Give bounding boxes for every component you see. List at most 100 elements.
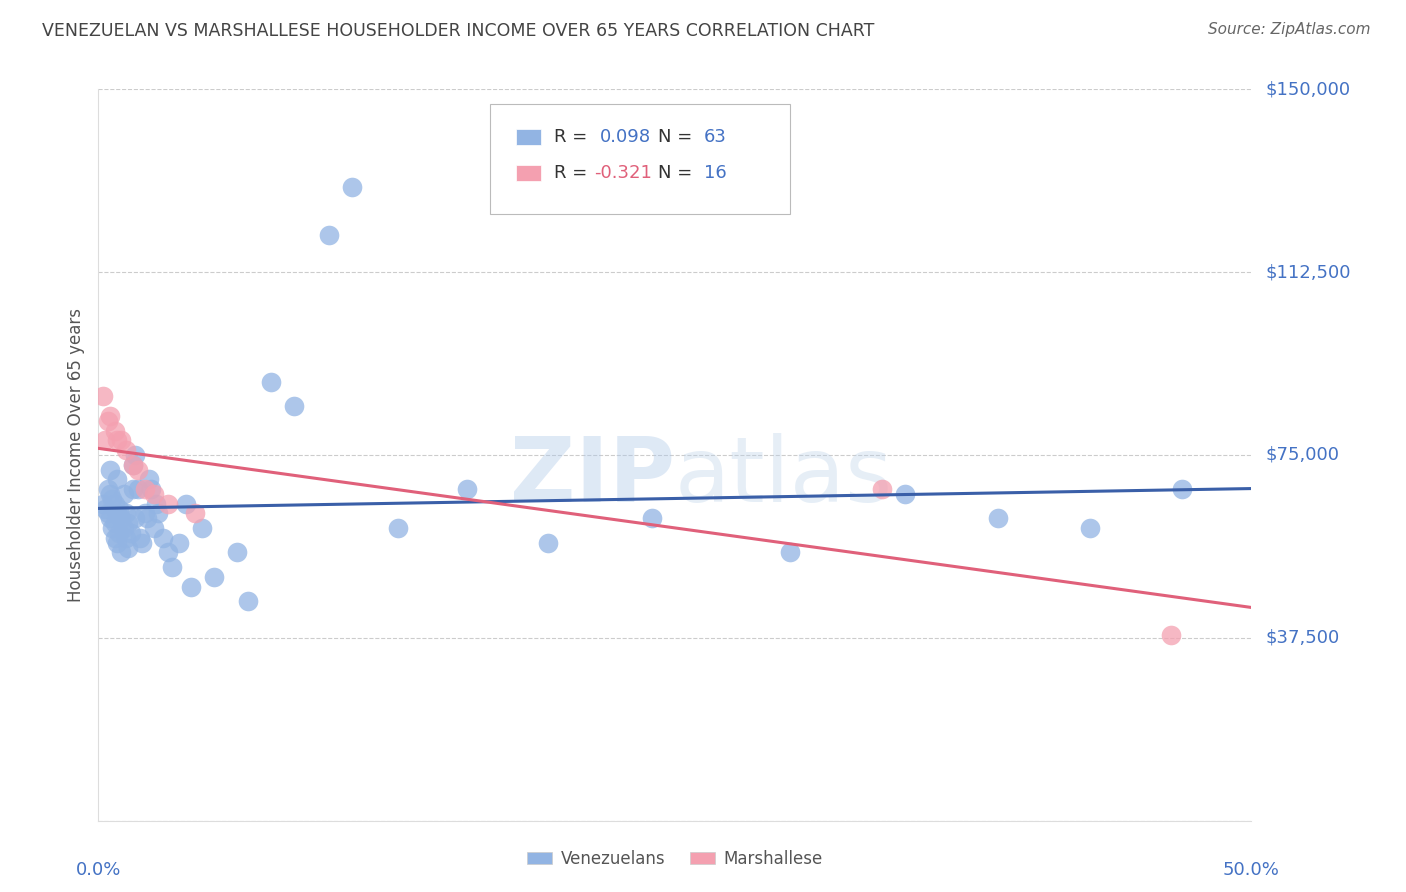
Point [103, 424, 125, 438]
Point [98, 462, 121, 476]
Point [108, 525, 131, 540]
Point [103, 516, 125, 531]
Point [122, 458, 145, 472]
Point [91, 497, 114, 511]
Point [202, 570, 225, 584]
Point [987, 511, 1010, 525]
Text: $37,500: $37,500 [1265, 629, 1340, 647]
Point [167, 535, 190, 549]
Y-axis label: Householder Income Over 65 years: Householder Income Over 65 years [67, 308, 86, 602]
Point [641, 511, 664, 525]
Point [318, 228, 340, 243]
Text: $75,000: $75,000 [1265, 446, 1340, 464]
Text: VENEZUELAN VS MARSHALLESE HOUSEHOLDER INCOME OVER 65 YEARS CORRELATION CHART: VENEZUELAN VS MARSHALLESE HOUSEHOLDER IN… [42, 22, 875, 40]
Point [1078, 521, 1101, 535]
Point [141, 482, 163, 496]
Text: N =: N = [658, 128, 697, 145]
Point [98, 511, 121, 525]
Point [134, 507, 156, 521]
Text: N =: N = [658, 164, 697, 182]
Point [105, 535, 128, 549]
Point [156, 545, 179, 559]
Point [145, 497, 167, 511]
Point [779, 545, 801, 559]
Point [387, 521, 409, 535]
Point [91, 389, 114, 403]
Point [184, 507, 207, 521]
Point [152, 531, 174, 545]
Point [456, 482, 478, 496]
Point [105, 434, 128, 448]
Point [97, 507, 120, 521]
Point [117, 516, 139, 531]
Text: ZIP: ZIP [510, 433, 675, 521]
Point [110, 434, 132, 448]
Point [260, 375, 283, 389]
Point [124, 448, 146, 462]
Point [131, 535, 153, 549]
Point [174, 497, 197, 511]
Point [894, 487, 917, 501]
Point [101, 521, 124, 535]
Text: 0.0%: 0.0% [76, 861, 121, 879]
Text: 16: 16 [703, 164, 727, 182]
Point [129, 531, 152, 545]
Point [872, 482, 894, 496]
Point [238, 594, 260, 608]
Text: $112,500: $112,500 [1265, 263, 1351, 281]
Point [122, 482, 145, 496]
Point [142, 521, 165, 535]
Point [1160, 628, 1182, 642]
Point [112, 487, 135, 501]
Point [127, 482, 149, 496]
Text: 63: 63 [703, 128, 727, 145]
Point [101, 491, 124, 506]
Text: Source: ZipAtlas.com: Source: ZipAtlas.com [1208, 22, 1371, 37]
Point [120, 525, 142, 540]
Point [180, 580, 202, 594]
Point [191, 521, 214, 535]
Point [115, 443, 138, 458]
Point [117, 541, 139, 555]
Point [115, 507, 138, 521]
Point [112, 521, 135, 535]
Point [105, 472, 128, 486]
Point [94, 501, 117, 516]
Point [1171, 482, 1194, 496]
Text: -0.321: -0.321 [595, 164, 652, 182]
Text: atlas: atlas [675, 433, 893, 521]
Point [537, 535, 560, 549]
Point [283, 399, 305, 413]
Point [97, 482, 120, 496]
Point [115, 531, 138, 545]
Point [160, 560, 183, 574]
Legend: Venezuelans, Marshallese: Venezuelans, Marshallese [520, 843, 830, 874]
Point [156, 497, 179, 511]
Point [142, 487, 165, 501]
FancyBboxPatch shape [516, 165, 541, 181]
Point [124, 511, 146, 525]
Point [138, 472, 160, 486]
Point [98, 409, 121, 423]
Point [134, 482, 156, 496]
Text: R =: R = [554, 128, 593, 145]
Point [340, 179, 363, 194]
Point [108, 501, 131, 516]
Point [122, 458, 145, 472]
Text: R =: R = [554, 164, 593, 182]
Point [135, 511, 157, 525]
Point [98, 487, 121, 501]
Text: 50.0%: 50.0% [1223, 861, 1279, 879]
Point [225, 545, 247, 559]
Point [103, 497, 125, 511]
Point [105, 507, 128, 521]
Text: 0.098: 0.098 [600, 128, 651, 145]
Point [97, 414, 120, 428]
Point [94, 434, 117, 448]
Point [110, 545, 132, 559]
FancyBboxPatch shape [516, 128, 541, 145]
FancyBboxPatch shape [491, 103, 790, 213]
Text: $150,000: $150,000 [1265, 80, 1350, 98]
Point [103, 531, 125, 545]
Point [148, 507, 170, 521]
